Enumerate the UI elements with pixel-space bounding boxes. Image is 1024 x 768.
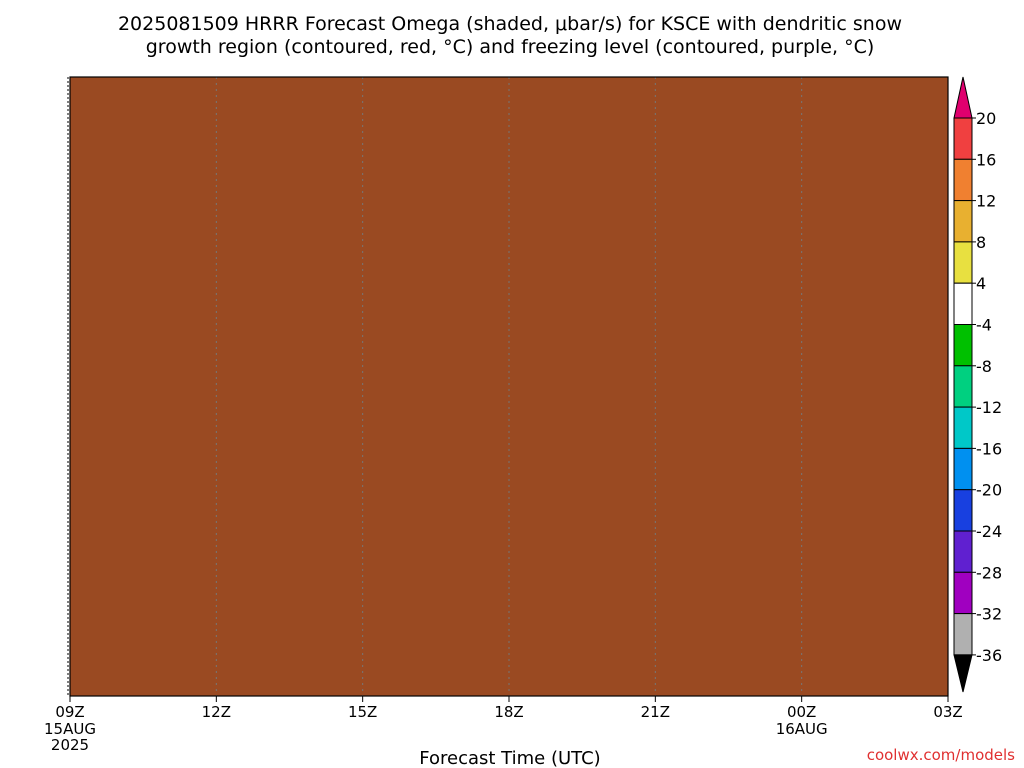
colorbar-label--16: -16 [976, 439, 1002, 458]
colorbar-label--28: -28 [976, 563, 1002, 582]
colorbar-box-7 [953, 365, 973, 408]
colorbar-box-2 [953, 158, 973, 202]
colorbar-box-10 [953, 489, 973, 532]
watermark: coolwx.com/models [867, 746, 1015, 764]
plot-area: -18-18-18-12-12000 [70, 77, 948, 696]
colorbar: 20 16 12 8 4 -4 -8 -12 -16 -20 -24 -28 -32 -36 [953, 76, 1002, 693]
x-tick-label-18Z: 18Z [494, 703, 523, 721]
colorbar-box-11 [953, 530, 973, 573]
colorbar-label--24: -24 [976, 522, 1002, 541]
colorbar-box-5 [953, 282, 973, 326]
x-tick-label-12Z: 12Z [202, 703, 231, 721]
colorbar-top-triangle [953, 76, 973, 119]
chart-title-line1: 2025081509 HRRR Forecast Omega (shaded, … [118, 13, 902, 35]
colorbar-box-9 [953, 447, 973, 491]
x-tick-label-00Z: 00Z [787, 703, 816, 721]
colorbar-box-4 [953, 241, 973, 284]
colorbar-label--32: -32 [976, 605, 1002, 624]
colorbar-label-8: 8 [976, 233, 986, 252]
colorbar-label--36: -36 [976, 646, 1002, 665]
colorbar-label--8: -8 [976, 357, 992, 376]
colorbar-box-1 [953, 117, 973, 160]
x-tick-sublabel-15AUG: 15AUG [44, 720, 96, 738]
colorbar-label-16: 16 [976, 150, 996, 169]
colorbar-box-3 [953, 200, 973, 243]
surface-terrain [70, 77, 948, 696]
colorbar-box-13 [953, 613, 973, 656]
colorbar-bottom-triangle [953, 654, 973, 693]
colorbar-box-8 [953, 406, 973, 449]
colorbar-label-12: 12 [976, 192, 996, 211]
x-tick-label-15Z: 15Z [348, 703, 377, 721]
x-tick-sublabel-2025: 2025 [51, 736, 89, 754]
colorbar-box-12 [953, 571, 973, 615]
colorbar-label--20: -20 [976, 481, 1002, 500]
colorbar-label-20: 20 [976, 109, 996, 128]
colorbar-label-4: 4 [976, 274, 986, 293]
x-tick-label-21Z: 21Z [641, 703, 670, 721]
axes: 2503003504004505005506006507007508008509… [44, 76, 963, 754]
colorbar-box-6 [953, 324, 973, 367]
chart-title-line2: growth region (contoured, red, °C) and f… [146, 36, 875, 58]
colorbar-label--12: -12 [976, 398, 1002, 417]
x-tick-sublabel-16AUG: 16AUG [776, 720, 828, 738]
plot-content: -18-18-18-12-12000 [70, 77, 948, 696]
x-tick-label-03Z: 03Z [933, 703, 962, 721]
x-axis-label: Forecast Time (UTC) [419, 748, 600, 768]
x-tick-label-09Z: 09Z [55, 703, 84, 721]
colorbar-label--4: -4 [976, 316, 992, 335]
